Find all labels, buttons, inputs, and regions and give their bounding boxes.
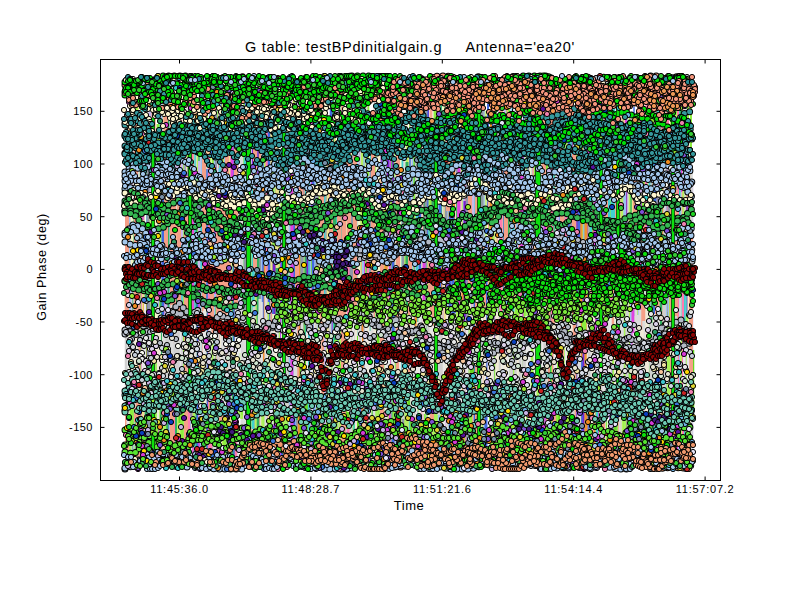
svg-text:11:51:21.6: 11:51:21.6 xyxy=(413,483,472,495)
svg-text:Time: Time xyxy=(394,498,424,513)
svg-text:100: 100 xyxy=(73,158,93,170)
svg-text:50: 50 xyxy=(80,211,93,223)
svg-text:-100: -100 xyxy=(69,369,93,381)
svg-text:Gain Phase (deg): Gain Phase (deg) xyxy=(35,213,49,321)
svg-text:G table: testBPdinitialgain.g: G table: testBPdinitialgain.g Antenna='e… xyxy=(245,39,575,55)
svg-text:11:54:14.4: 11:54:14.4 xyxy=(544,483,603,495)
svg-text:0: 0 xyxy=(86,263,93,275)
svg-text:150: 150 xyxy=(73,105,93,117)
svg-text:11:45:36.0: 11:45:36.0 xyxy=(150,483,209,495)
svg-text:11:57:07.2: 11:57:07.2 xyxy=(676,483,735,495)
svg-text:-150: -150 xyxy=(69,421,93,433)
svg-text:11:48:28.7: 11:48:28.7 xyxy=(282,483,341,495)
svg-text:-50: -50 xyxy=(76,316,93,328)
